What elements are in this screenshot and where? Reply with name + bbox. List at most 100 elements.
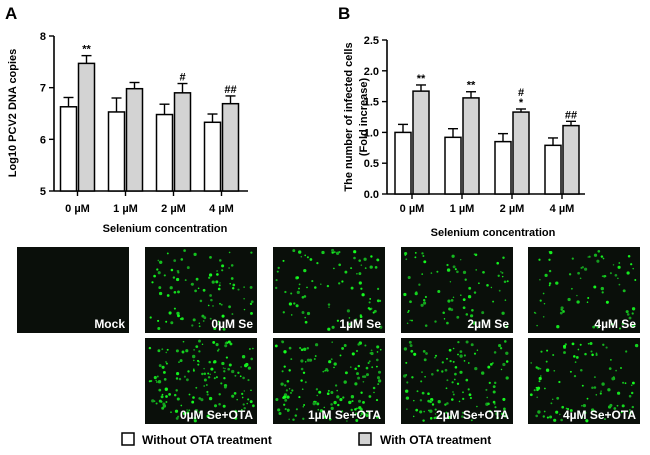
infected-cell [203,378,207,382]
infected-cell [153,400,156,403]
infected-cell [208,396,213,401]
infected-cell [569,370,572,373]
infected-cell [284,408,287,411]
infected-cell [186,409,188,411]
significance-label: ** [82,44,91,56]
infected-cell [553,369,556,372]
infected-cell [336,319,340,322]
infected-cell [165,401,168,403]
infected-cell [617,277,619,280]
x-axis-title: Selenium concentration [431,227,556,239]
bar-with-ota [412,90,430,195]
infected-cell [405,396,410,400]
infected-cell [306,311,311,316]
infected-cell [323,415,327,419]
infected-cell [228,267,230,269]
x-tick-label: 0 µM [65,203,90,215]
infected-cell [602,257,605,260]
infected-cell [419,410,423,414]
infected-cell [358,259,361,262]
infected-cell [193,349,195,351]
infected-cell [425,352,428,355]
infected-cell [368,360,371,363]
infected-cell [376,299,380,303]
infected-cell [274,344,278,348]
infected-cell [492,385,496,388]
infected-cell [163,378,167,381]
infected-cell [601,291,604,294]
infected-cell [552,353,555,357]
infected-cell [618,262,621,264]
infected-cell [581,404,583,407]
infected-cell [501,271,504,274]
infected-cell [539,278,541,281]
infected-cell [242,403,245,406]
infected-cell [414,292,418,296]
infected-cell [605,300,609,304]
infected-cell [575,355,579,359]
infected-cell [224,342,227,345]
infected-cell [344,371,348,375]
infected-cell [285,389,288,392]
infected-cell [364,267,367,269]
infected-cell [309,258,313,261]
infected-cell [595,353,598,356]
infected-cell [249,400,253,404]
infected-cell [413,352,417,356]
infected-cell [183,375,186,378]
infected-cell [331,325,335,329]
infected-cell [436,270,439,273]
infected-cell [309,358,313,362]
infected-cell [590,350,593,353]
infected-cell [218,402,221,406]
infected-cell [446,268,451,272]
infected-cell [186,411,190,415]
infected-cell [579,343,582,346]
micrograph-label: 4µM Se [594,317,636,331]
infected-cell [288,346,292,350]
infected-cell [194,289,197,293]
infected-cell [610,323,614,326]
infected-cell [421,391,425,395]
micrograph-label: 1µM Se+OTA [308,408,381,422]
infected-cell [221,361,225,366]
infected-cell [182,412,186,416]
infected-cell [177,270,180,272]
infected-cell [176,270,179,272]
infected-cell [450,308,454,312]
infected-cell [304,381,307,384]
y-tick-label: 2.0 [364,66,379,78]
infected-cell [276,270,279,273]
infected-cell [346,309,350,313]
infected-cell [379,325,383,329]
infected-cell [436,369,439,372]
infected-cell [446,402,449,405]
infected-cell [351,400,354,403]
infected-cell [336,395,340,399]
infected-cell [288,369,291,372]
infected-cell [632,323,636,328]
legend: Without OTA treatment With OTA treatment [121,432,491,447]
infected-cell [504,299,507,301]
infected-cell [306,347,310,350]
infected-cell [545,368,550,372]
infected-cell [446,321,449,325]
infected-cell [555,281,559,285]
infected-cell [231,287,235,290]
infected-cell [176,372,180,376]
infected-cell [195,277,199,281]
infected-cell [544,273,548,277]
infected-cell [224,367,226,370]
infected-cell [632,267,634,270]
infected-cell [412,415,415,418]
infected-cell [304,316,307,319]
infected-cell [449,281,452,283]
infected-cell [334,384,338,387]
infected-cell [546,349,549,352]
infected-cell [201,343,204,346]
infected-cell [177,314,180,318]
infected-cell [456,315,460,319]
infected-cell [165,320,168,323]
infected-cell [250,311,253,315]
infected-cell [597,249,601,253]
